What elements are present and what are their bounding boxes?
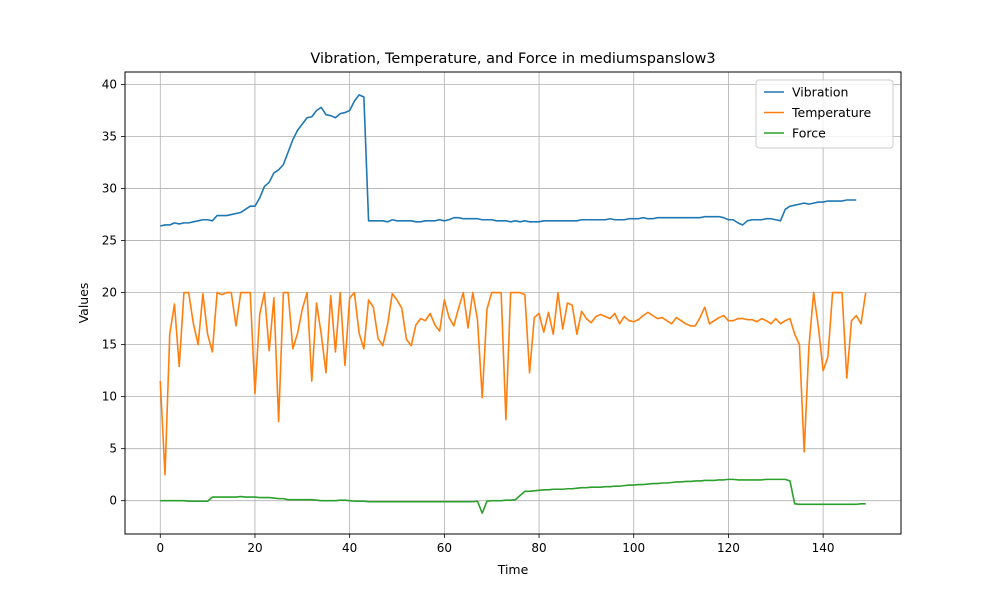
series-line-vibration — [160, 94, 857, 227]
x-tick-label: 120 — [717, 541, 740, 555]
x-tick-label: 40 — [342, 541, 357, 555]
y-tick-label: 30 — [102, 182, 117, 196]
x-tick-label: 0 — [156, 541, 164, 555]
series-lines — [159, 94, 867, 514]
axis-ticks: 0 20 40 60 80 100 120 140 0 5 10 15 20 25 30 35 40 — [102, 77, 835, 555]
y-tick-label: 10 — [102, 390, 117, 404]
x-tick-label: 20 — [247, 541, 262, 555]
x-tick-label: 80 — [531, 541, 546, 555]
x-tick-label: 140 — [812, 541, 835, 555]
x-axis-label: Time — [497, 562, 529, 577]
y-tick-label: 35 — [102, 130, 117, 144]
y-tick-label: 5 — [109, 442, 117, 456]
legend: Vibration Temperature Force — [755, 79, 894, 149]
y-tick-label: 15 — [102, 338, 117, 352]
x-tick-label: 60 — [437, 541, 452, 555]
y-tick-label: 25 — [102, 234, 117, 248]
y-tick-label: 40 — [102, 77, 117, 91]
legend-label: Force — [792, 126, 826, 141]
legend-label: Vibration — [792, 85, 848, 100]
chart-title: Vibration, Temperature, and Force in med… — [310, 51, 715, 67]
grid — [125, 72, 901, 534]
series-line-force — [160, 478, 866, 514]
plot-frame — [124, 71, 902, 535]
legend-label: Temperature — [791, 105, 871, 120]
y-tick-label: 0 — [109, 494, 117, 508]
legend-box — [755, 79, 894, 149]
y-tick-label: 20 — [102, 286, 117, 300]
series-line-temperature — [159, 291, 867, 476]
y-axis-label: Values — [76, 283, 91, 324]
x-tick-label: 100 — [622, 541, 645, 555]
